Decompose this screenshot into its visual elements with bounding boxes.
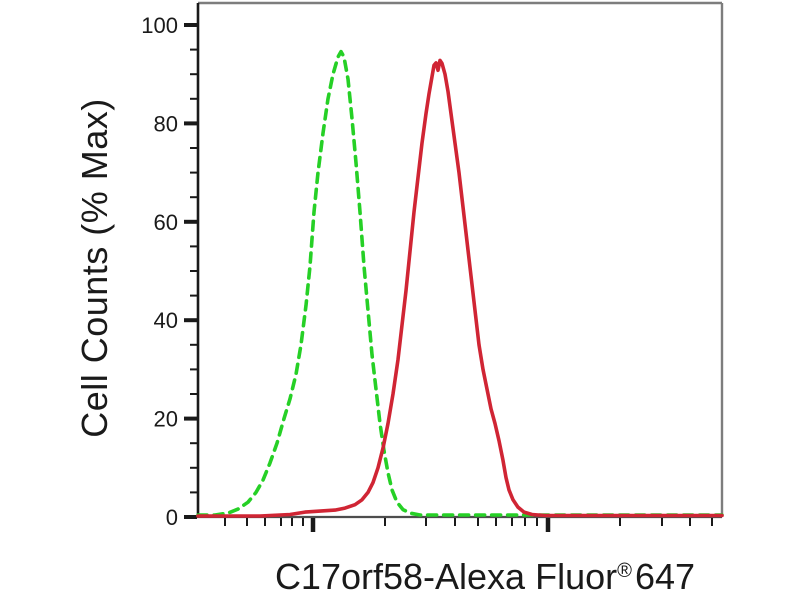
y-axis-ticks [184,23,197,519]
y-tick-label: 60 [154,210,178,235]
registered-trademark-symbol: ® [617,559,632,582]
series-negative-control-curve [196,49,724,517]
y-tick-label: 0 [166,505,178,530]
y-tick-label: 80 [154,111,178,136]
x-axis-ticks [224,518,713,532]
y-tick-label: 100 [141,13,178,38]
y-axis-tick-labels: 100 80 60 40 20 0 [141,13,178,530]
x-axis-title-number: 647 [634,556,696,597]
x-axis-title: C17orf58-Alexa Fluor® 647 [275,556,695,598]
x-axis-title-text: C17orf58-Alexa Fluor [274,556,618,597]
series-c17orf58-stained-curve [196,58,724,518]
y-tick-label: 20 [154,407,178,432]
y-tick-label: 40 [154,308,178,333]
y-axis-title: Cell Counts (% Max) [74,98,115,438]
plot-frame [184,1,724,519]
